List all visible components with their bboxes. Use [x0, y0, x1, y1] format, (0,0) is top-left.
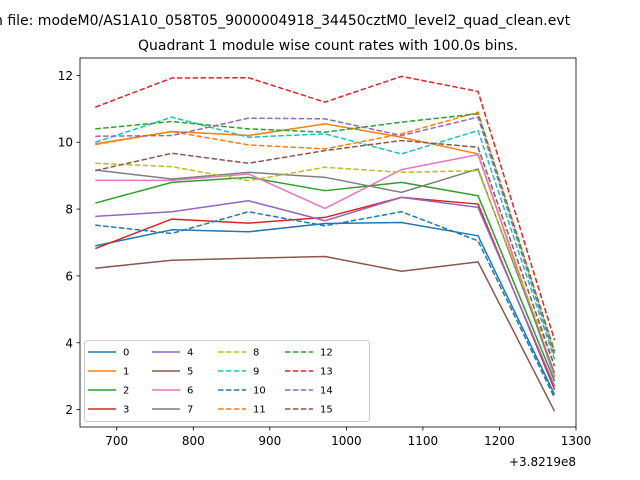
- legend-label-13: 13: [320, 367, 333, 378]
- y-tick-label: 6: [65, 269, 73, 283]
- legend-label-3: 3: [123, 405, 129, 416]
- y-tick-label: 12: [58, 69, 73, 83]
- legend-label-12: 12: [320, 348, 333, 359]
- y-tick-label: 10: [58, 136, 73, 150]
- legend-label-7: 7: [187, 405, 193, 416]
- series-line-2: [95, 176, 556, 382]
- x-tick-label: 800: [182, 434, 205, 448]
- x-offset-label: +3.8219e8: [509, 455, 576, 469]
- series-line-0: [95, 221, 556, 395]
- series-line-13: [95, 75, 556, 341]
- y-axis: 2 4 6 8 10 12: [58, 69, 80, 417]
- chart-title: Quadrant 1 module wise count rates with …: [138, 38, 518, 54]
- series-line-3: [95, 196, 556, 390]
- series-line-8: [95, 162, 556, 367]
- legend-label-1: 1: [123, 367, 129, 378]
- series-line-9: [95, 116, 556, 360]
- y-tick-label: 4: [65, 336, 73, 350]
- series-line-6: [95, 153, 556, 379]
- legend-frame: [84, 340, 370, 422]
- legend-label-10: 10: [253, 386, 266, 397]
- legend-label-2: 2: [123, 386, 129, 397]
- series-line-11: [95, 111, 556, 354]
- series-layer: [95, 75, 556, 412]
- legend-label-5: 5: [187, 367, 193, 378]
- x-tick-label: 1100: [408, 434, 439, 448]
- y-tick-label: 2: [65, 403, 73, 417]
- legend-label-0: 0: [123, 348, 129, 359]
- series-line-15: [95, 139, 556, 367]
- x-tick-label: 1300: [561, 434, 592, 448]
- y-tick-label: 8: [65, 203, 73, 217]
- x-tick-label: 1200: [484, 434, 515, 448]
- series-line-14: [95, 116, 556, 357]
- legend-label-6: 6: [187, 386, 193, 397]
- series-line-4: [95, 196, 556, 387]
- figure-suptitle: n file: modeM0/AS1A10_058T05_9000004918_…: [0, 13, 571, 29]
- x-tick-label: 700: [105, 434, 128, 448]
- x-axis: 700 800 900 1000 1100 1200 1300: [105, 427, 591, 448]
- series-line-7: [95, 168, 556, 374]
- series-line-10: [95, 211, 556, 399]
- series-line-12: [95, 113, 556, 352]
- legend-label-14: 14: [320, 386, 333, 397]
- x-tick-label: 900: [258, 434, 281, 448]
- axes-frame: [79, 57, 577, 428]
- legend-label-4: 4: [187, 348, 193, 359]
- legend-label-11: 11: [253, 405, 266, 416]
- legend-label-9: 9: [253, 367, 259, 378]
- legend-label-8: 8: [253, 348, 259, 359]
- x-tick-label: 1000: [331, 434, 362, 448]
- legend-label-15: 15: [320, 405, 333, 416]
- series-line-5: [95, 255, 556, 412]
